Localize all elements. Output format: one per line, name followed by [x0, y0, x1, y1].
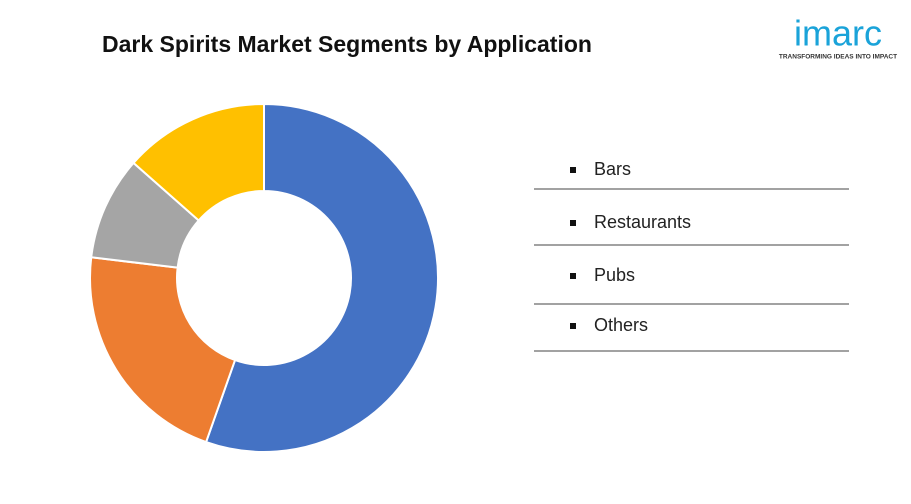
- logo-tagline: TRANSFORMING IDEAS INTO IMPACT: [779, 54, 897, 61]
- legend-bullet: [570, 323, 576, 329]
- legend-bullet: [570, 220, 576, 226]
- legend-label: Others: [594, 315, 648, 335]
- legend-label: Pubs: [594, 265, 635, 285]
- legend-bullet: [570, 167, 576, 173]
- donut-slice: [132, 102, 265, 222]
- chart-title: Dark Spirits Market Segments by Applicat…: [102, 31, 592, 57]
- logo-name: imarc: [794, 13, 882, 54]
- legend-bullet: [570, 273, 576, 279]
- legend-label: Bars: [594, 159, 631, 179]
- donut-slice: [89, 256, 237, 444]
- legend-label: Restaurants: [594, 212, 691, 232]
